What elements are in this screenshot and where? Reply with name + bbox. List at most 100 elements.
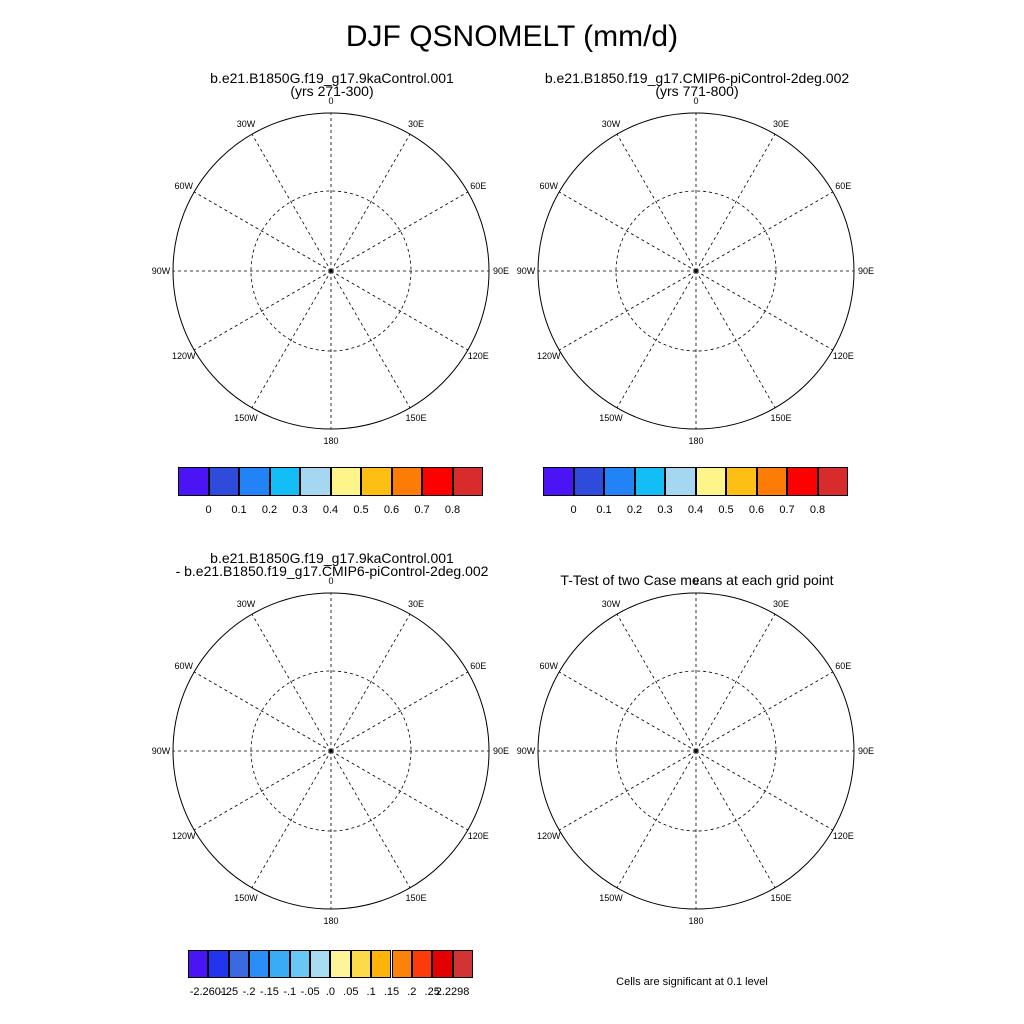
longitude-label: 120W (537, 351, 561, 361)
grid-cell (421, 191, 431, 199)
meridian-line (193, 270, 332, 351)
longitude-label: 30E (408, 599, 424, 609)
page-title: DJF QSNOMELT (mm/d) (345, 20, 679, 53)
longitude-label: 120W (537, 831, 561, 841)
grid-cell (756, 361, 766, 369)
grid-cell (786, 191, 796, 199)
panel-title-diff: b.e21.B1850G.f19_g17.9kaControl.001- b.e… (175, 550, 489, 579)
longitude-label: 60E (835, 181, 851, 191)
colorbar-swatch (310, 950, 331, 978)
coastline-peninsula (213, 668, 281, 719)
grid-cell (361, 839, 375, 849)
meridian-line (193, 671, 332, 752)
colorbar-label: 0.2 (261, 504, 278, 516)
significant-cell (796, 693, 812, 707)
colorbar-swatch (208, 950, 229, 978)
grid-cell (756, 176, 766, 184)
meridian-line (558, 671, 697, 752)
coastline-peninsula (213, 188, 281, 239)
colorbar-swatch (289, 950, 311, 978)
grid-cell (351, 161, 365, 169)
grid-cell (231, 706, 249, 722)
significant-cell (791, 671, 801, 685)
longitude-label: 150E (770, 893, 791, 903)
longitude-label: 120E (468, 831, 489, 841)
grid-cell (816, 301, 828, 323)
longitude-label: 60W (175, 181, 194, 191)
colorbar-label: 0.4 (322, 504, 339, 516)
colorbar-label: 0.6 (748, 504, 765, 516)
difference-border-field (226, 634, 477, 879)
grid-cell (276, 321, 288, 331)
coastline (604, 648, 824, 863)
grid-cell (806, 186, 816, 202)
longitude-label: 0 (328, 96, 333, 106)
longitude-label: 30W (237, 119, 256, 129)
colorbar-label: .25 (424, 986, 440, 998)
meridian-line (251, 270, 332, 409)
grid-cell (578, 206, 596, 226)
grid-cell (726, 359, 740, 369)
colorbar-label: .05 (343, 986, 359, 998)
longitude-label: 180 (688, 436, 703, 446)
grid-cell (439, 231, 447, 243)
colorbar-label: 0.8 (444, 504, 461, 516)
significant-cell (806, 711, 818, 731)
colorbar-label: 0.6 (383, 504, 400, 516)
longitude-label: 90W (517, 746, 536, 756)
meridian-line (695, 191, 834, 272)
colorbar-label: 0.8 (809, 504, 826, 516)
coastline-peninsula (578, 188, 646, 239)
significant-cell (756, 666, 770, 678)
meridian-line (251, 750, 332, 889)
colorbar-swatch (422, 467, 453, 496)
colorbar-swatch (361, 467, 392, 496)
grid-cell (814, 211, 824, 225)
colorbar-label: 2.2298 (435, 986, 470, 998)
significant-cell (626, 689, 656, 709)
longitude-label: 0 (328, 576, 333, 586)
meridian-line (616, 133, 697, 272)
peninsula-field (204, 181, 277, 236)
colorbar-swatch (756, 467, 787, 496)
meridian-line (558, 270, 697, 351)
map-boundary (172, 592, 490, 910)
colorbar-swatch (726, 467, 757, 496)
colorbar-label: .1 (366, 986, 376, 998)
colorbar-label: -.25 (219, 986, 239, 998)
map-boundary (537, 592, 855, 910)
longitude-label: 90W (152, 746, 171, 756)
longitude-label: 60E (470, 661, 486, 671)
grid-cell (301, 806, 317, 816)
grid-cell (456, 266, 466, 304)
grid-cell (411, 341, 425, 353)
colorbar-label: 0.5 (718, 504, 734, 516)
grid-cell (596, 226, 614, 242)
longitude-label: 150W (234, 893, 258, 903)
colorbar-swatch (330, 467, 361, 496)
colorbar-swatch (269, 467, 300, 496)
peninsula-field (569, 181, 642, 236)
longitude-label: 150W (599, 893, 623, 903)
grid-cell (821, 266, 831, 304)
colorbar-swatch (300, 467, 331, 496)
grid-cell (213, 686, 231, 706)
grid-cell (301, 326, 317, 336)
colorbar-swatch (371, 950, 392, 978)
longitude-label: 60E (835, 661, 851, 671)
significant-cell (666, 806, 676, 816)
meridian-line (193, 191, 332, 272)
longitude-label: 90W (517, 266, 536, 276)
colorbar-label: 0.3 (292, 504, 308, 516)
colorbar-swatch (269, 950, 290, 978)
longitude-label: 90E (858, 746, 874, 756)
longitude-label: 180 (323, 436, 338, 446)
colorbar-swatch (543, 467, 574, 496)
longitude-label: 150W (234, 413, 258, 423)
snowmelt-field (597, 160, 835, 392)
colorbar-label: 0.7 (414, 504, 430, 516)
grid-cell (391, 361, 401, 369)
polar-map-case1: 0 30E 60E 90E 120E 150E 180 150W 120W 90W 60W 30W (152, 96, 509, 446)
meridian-line (193, 750, 332, 831)
